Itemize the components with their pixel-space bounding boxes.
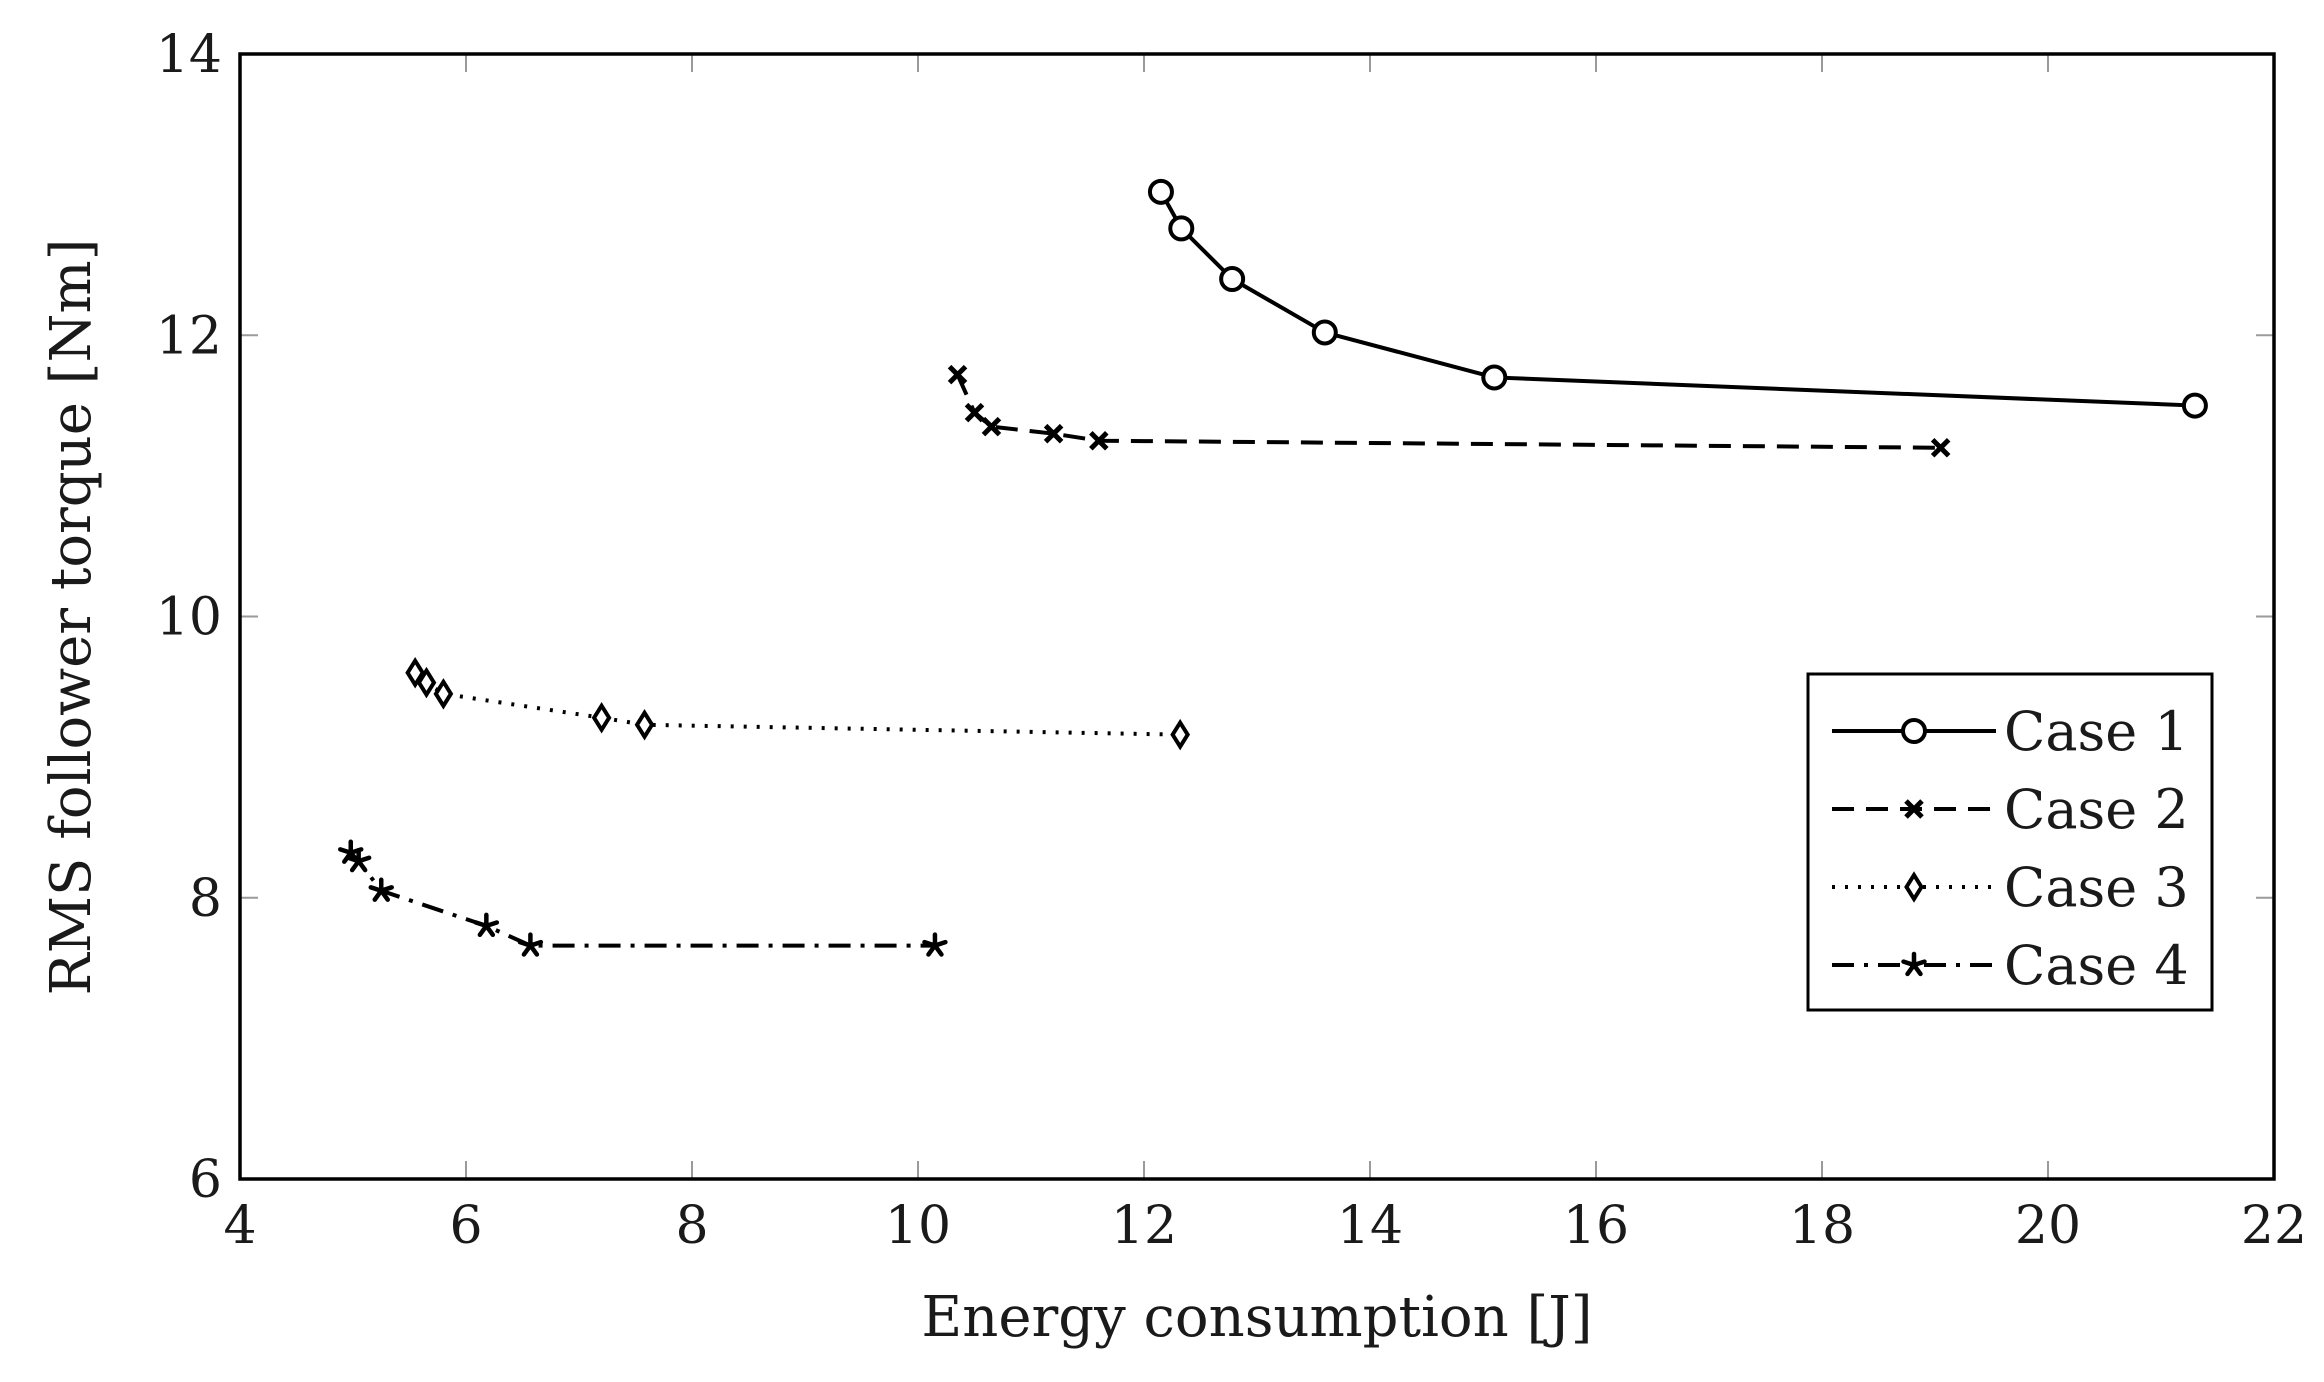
legend-entry-case-2: Case 2 — [1832, 778, 2189, 841]
data-point — [591, 701, 612, 734]
series-case-4 — [338, 839, 948, 957]
series-line — [349, 851, 935, 948]
data-point — [517, 932, 544, 957]
x-tick-label: 12 — [1111, 1196, 1177, 1256]
data-point — [405, 656, 426, 689]
data-point — [1311, 319, 1338, 346]
data-point — [433, 678, 454, 710]
data-point — [947, 364, 968, 385]
data-point — [368, 877, 394, 902]
x-tick-label: 18 — [1789, 1196, 1855, 1256]
legend-label: Case 2 — [2004, 778, 2189, 841]
series-case-1 — [1147, 178, 2208, 419]
data-point — [1043, 423, 1064, 444]
data-point — [981, 416, 1002, 437]
x-tick-label: 8 — [675, 1196, 708, 1256]
data-point — [1147, 178, 1174, 205]
data-point — [345, 847, 372, 873]
y-tick-label: 6 — [189, 1150, 222, 1210]
data-point — [634, 709, 655, 741]
x-tick-label: 6 — [449, 1196, 482, 1256]
legend-entry-case-4: Case 4 — [1832, 934, 2189, 997]
x-tick-label: 4 — [223, 1196, 256, 1256]
legend-marker — [1901, 718, 1927, 744]
x-tick-label: 20 — [2015, 1196, 2081, 1256]
y-tick-label: 8 — [189, 869, 222, 929]
legend-entries: Case 1 Case 2 Case 3 Case 4 — [1832, 700, 2189, 997]
x-tick-label: 14 — [1337, 1196, 1403, 1256]
x-axis-label: Energy consumption [J] — [921, 1285, 1592, 1350]
y-axis-label: RMS follower torque [Nm] — [39, 239, 104, 996]
data-point — [1170, 718, 1191, 751]
series-case-2 — [947, 364, 1951, 458]
legend-label: Case 4 — [2004, 934, 2189, 997]
data-point — [964, 402, 985, 423]
y-tick-label: 10 — [156, 588, 222, 648]
data-point — [1219, 266, 1246, 292]
data-point — [338, 839, 364, 864]
data-point — [922, 932, 948, 957]
data-point — [1168, 215, 1195, 242]
legend: Case 1 Case 2 Case 3 Case 4 — [1806, 672, 2214, 1012]
series-layer — [338, 178, 2208, 957]
data-point — [1930, 437, 1951, 458]
legend-marker — [1904, 799, 1924, 819]
x-tick-label: 16 — [1563, 1196, 1629, 1256]
legend-entry-case-3: Case 3 — [1832, 856, 2189, 919]
legend-entry-case-1: Case 1 — [1832, 700, 2189, 763]
data-point — [1481, 364, 1508, 391]
data-point — [416, 666, 437, 699]
data-point — [473, 912, 500, 938]
series-case-3 — [405, 656, 1191, 751]
legend-label: Case 1 — [2004, 700, 2189, 763]
y-tick-label: 14 — [156, 25, 222, 85]
legend-label: Case 3 — [2004, 856, 2189, 919]
plot-frame — [238, 52, 2276, 1181]
x-tick-label: 10 — [885, 1196, 951, 1256]
series-line — [413, 671, 1181, 737]
series-line — [1159, 190, 2195, 408]
legend-marker — [1904, 871, 1924, 903]
y-tick-label: 12 — [156, 306, 222, 366]
data-point — [2181, 392, 2208, 419]
data-point — [1089, 430, 1109, 451]
x-tick-label: 22 — [2241, 1196, 2307, 1256]
legend-marker — [1901, 951, 1927, 977]
